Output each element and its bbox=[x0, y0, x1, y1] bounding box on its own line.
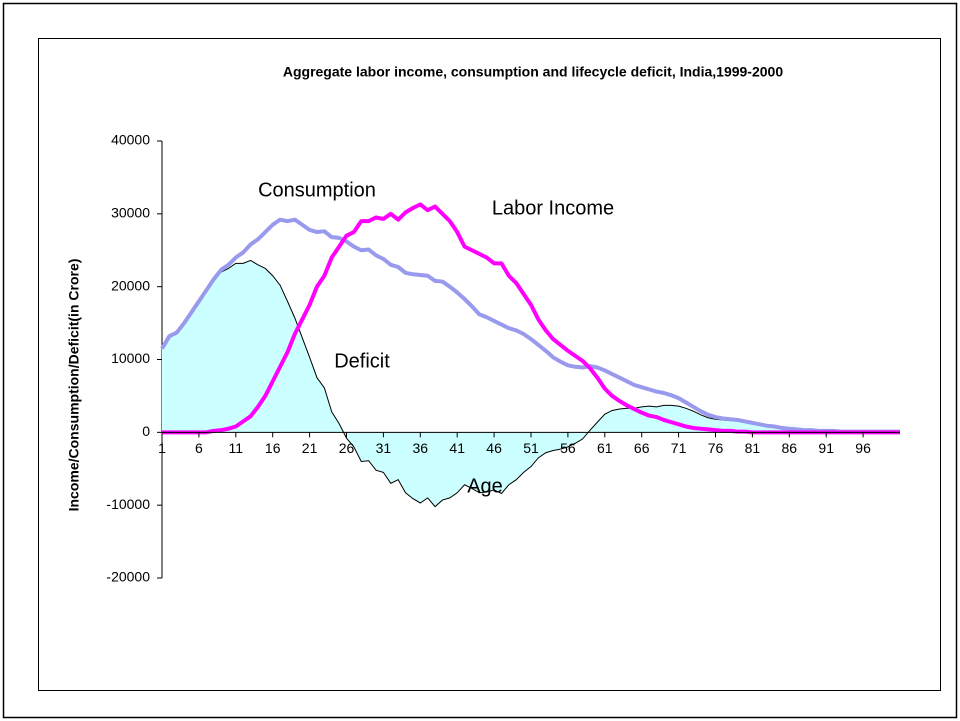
annotation: Labor Income bbox=[492, 197, 614, 219]
chart-title: Aggregate labor income, consumption and … bbox=[283, 64, 783, 80]
x-tick-label: 16 bbox=[265, 440, 281, 456]
y-axis-title: Income/Consumption/Deficit(in Crore) bbox=[66, 259, 82, 512]
y-tick-label: 0 bbox=[142, 423, 150, 439]
x-tick-label: 26 bbox=[339, 440, 355, 456]
x-tick-label: 46 bbox=[486, 440, 502, 456]
x-tick-label: 51 bbox=[523, 440, 539, 456]
y-tick-label: 30000 bbox=[111, 205, 150, 221]
y-tick-label: -20000 bbox=[106, 569, 150, 585]
annotation: Deficit bbox=[334, 350, 390, 372]
x-tick-label: 41 bbox=[449, 440, 465, 456]
annotation: Consumption bbox=[258, 179, 376, 201]
x-tick-label: 66 bbox=[634, 440, 650, 456]
chart-border bbox=[38, 38, 941, 691]
y-tick-label: 20000 bbox=[111, 277, 150, 293]
x-tick-label: 21 bbox=[302, 440, 318, 456]
x-tick-label: 6 bbox=[195, 440, 203, 456]
x-tick-label: 71 bbox=[671, 440, 687, 456]
x-tick-label: 91 bbox=[818, 440, 834, 456]
x-tick-label: 76 bbox=[708, 440, 724, 456]
x-axis-title: Age bbox=[467, 475, 503, 497]
line bbox=[160, 217, 900, 434]
x-tick-label: 11 bbox=[229, 440, 244, 456]
x-tick-label: 36 bbox=[413, 440, 429, 456]
y-tick-label: 10000 bbox=[111, 350, 150, 366]
y-tick-label: 40000 bbox=[111, 132, 150, 148]
area-fill bbox=[162, 260, 900, 507]
x-tick-label: 81 bbox=[745, 440, 761, 456]
x-tick-label: 61 bbox=[597, 440, 613, 456]
x-tick-label: 1 bbox=[158, 440, 166, 456]
x-tick-label: 56 bbox=[560, 440, 576, 456]
x-tick-label: 96 bbox=[855, 440, 871, 456]
x-tick-label: 31 bbox=[376, 440, 392, 456]
y-tick-label: -10000 bbox=[106, 496, 150, 512]
x-tick-label: 86 bbox=[782, 440, 798, 456]
